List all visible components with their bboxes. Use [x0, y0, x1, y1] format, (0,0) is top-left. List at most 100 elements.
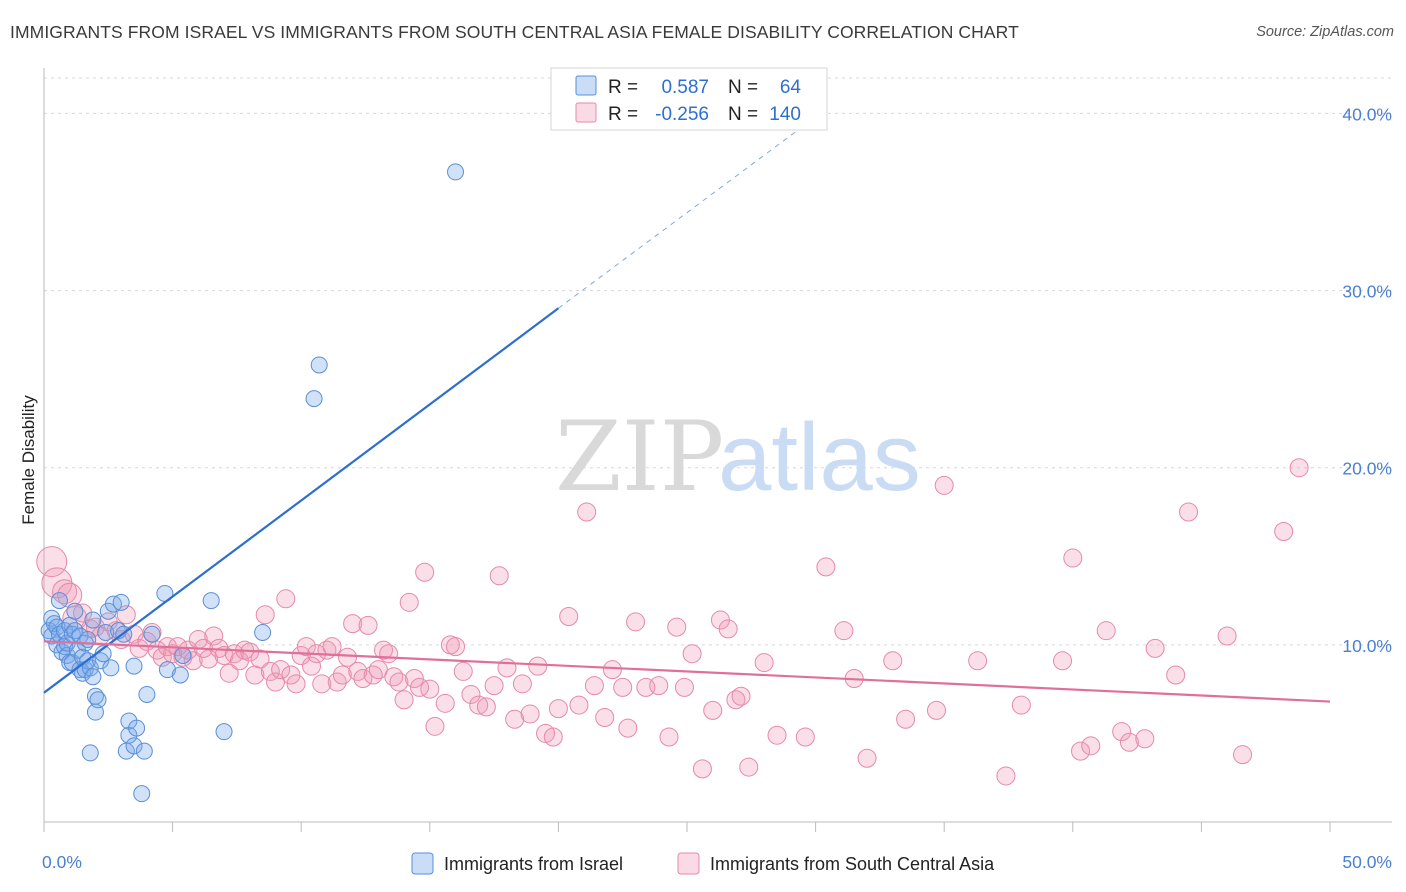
- sca-point: [245, 665, 265, 685]
- sca-point: [420, 679, 440, 699]
- sca-point: [296, 637, 316, 657]
- trend-line-israel-extension: [558, 116, 816, 309]
- sca-point: [52, 579, 78, 605]
- sca-point: [926, 700, 946, 720]
- stats-r-value-sca: -0.256: [655, 104, 709, 125]
- sca-point: [461, 684, 481, 704]
- sca-point: [1166, 665, 1186, 685]
- watermark-atlas: atlas: [718, 404, 921, 511]
- sca-point: [1233, 745, 1253, 765]
- sca-point: [469, 695, 489, 715]
- sca-point: [489, 566, 509, 586]
- sca-point: [358, 615, 378, 635]
- israel-point: [66, 602, 84, 620]
- sca-point: [528, 656, 548, 676]
- sca-point: [520, 704, 540, 724]
- israel-point: [66, 622, 84, 640]
- sca-point: [322, 637, 342, 657]
- stats-swatch-israel: [575, 75, 597, 96]
- sca-point: [1217, 626, 1237, 646]
- sca-point: [816, 557, 836, 577]
- israel-point: [125, 737, 143, 755]
- stats-r-label-sca: R =: [608, 104, 638, 125]
- israel-point: [215, 723, 233, 741]
- watermark-zip: ZIP: [555, 401, 724, 513]
- sca-point: [512, 674, 532, 694]
- israel-point: [102, 659, 120, 677]
- sca-point: [415, 562, 435, 582]
- israel-point: [128, 719, 146, 737]
- sca-point: [718, 619, 738, 639]
- sca-point: [1063, 548, 1083, 568]
- israel-point: [97, 623, 115, 641]
- sca-point: [1179, 502, 1199, 522]
- y-tick-label: 10.0%: [1342, 636, 1392, 656]
- trend-line-sca: [43, 640, 1331, 703]
- sca-point: [394, 690, 414, 710]
- israel-point: [171, 666, 189, 684]
- israel-point: [135, 742, 153, 760]
- israel-point: [112, 593, 130, 611]
- sca-point: [703, 700, 723, 720]
- israel-point: [143, 625, 161, 643]
- sca-point: [435, 693, 455, 713]
- sca-point: [1011, 695, 1031, 715]
- sca-point: [896, 709, 916, 729]
- sca-point: [626, 612, 646, 632]
- sca-point: [569, 695, 589, 715]
- sca-point: [1071, 741, 1091, 761]
- sca-point: [343, 614, 363, 634]
- sca-point: [1112, 722, 1132, 742]
- stats-r-value-israel: 0.587: [661, 77, 709, 98]
- sca-point: [476, 697, 496, 717]
- sca-point: [204, 626, 224, 646]
- y-tick-label: 30.0%: [1342, 282, 1392, 302]
- sca-point: [453, 661, 473, 681]
- israel-point: [158, 661, 176, 679]
- sca-point: [301, 656, 321, 676]
- israel-point: [125, 657, 143, 675]
- sca-point: [682, 644, 702, 664]
- israel-point: [84, 611, 102, 629]
- y-tick-label: 20.0%: [1342, 459, 1392, 479]
- sca-point: [276, 589, 296, 609]
- sca-point: [399, 592, 419, 612]
- sca-point: [543, 727, 563, 747]
- sca-point: [404, 669, 424, 689]
- sca-point: [883, 651, 903, 671]
- legend: Immigrants from Israel Immigrants from S…: [411, 852, 995, 875]
- sca-point: [1119, 732, 1139, 752]
- chart-title: IMMIGRANTS FROM ISRAEL VS IMMIGRANTS FRO…: [10, 22, 1019, 42]
- israel-point: [138, 685, 156, 703]
- israel-point: [202, 592, 220, 610]
- israel-point: [79, 631, 97, 649]
- legend-label-israel: Immigrants from Israel: [444, 854, 623, 874]
- sca-point: [584, 676, 604, 696]
- sca-point: [312, 674, 332, 694]
- sca-point: [618, 718, 638, 738]
- sca-point: [1274, 521, 1294, 541]
- israel-point: [254, 623, 272, 641]
- sca-point: [281, 665, 301, 685]
- israel-point: [84, 668, 102, 686]
- sca-point: [265, 672, 285, 692]
- sca-point: [1053, 651, 1073, 671]
- legend-label-sca: Immigrants from South Central Asia: [710, 854, 995, 874]
- axes: [43, 68, 1392, 832]
- sca-point: [379, 644, 399, 664]
- sca-point: [368, 660, 388, 680]
- israel-point: [174, 646, 192, 664]
- sca-point: [425, 716, 445, 736]
- sca-point: [332, 665, 352, 685]
- chart-source: Source: ZipAtlas.com: [1256, 24, 1394, 40]
- israel-point: [50, 592, 68, 610]
- sca-point: [996, 766, 1016, 786]
- sca-point: [934, 475, 954, 495]
- watermark: ZIP atlas: [555, 401, 921, 513]
- sca-point: [446, 637, 466, 657]
- y-axis-label: Female Disability: [19, 395, 38, 525]
- x-tick-label-min: 0.0%: [42, 852, 82, 872]
- stats-r-label-israel: R =: [608, 77, 638, 98]
- israel-point: [310, 356, 328, 374]
